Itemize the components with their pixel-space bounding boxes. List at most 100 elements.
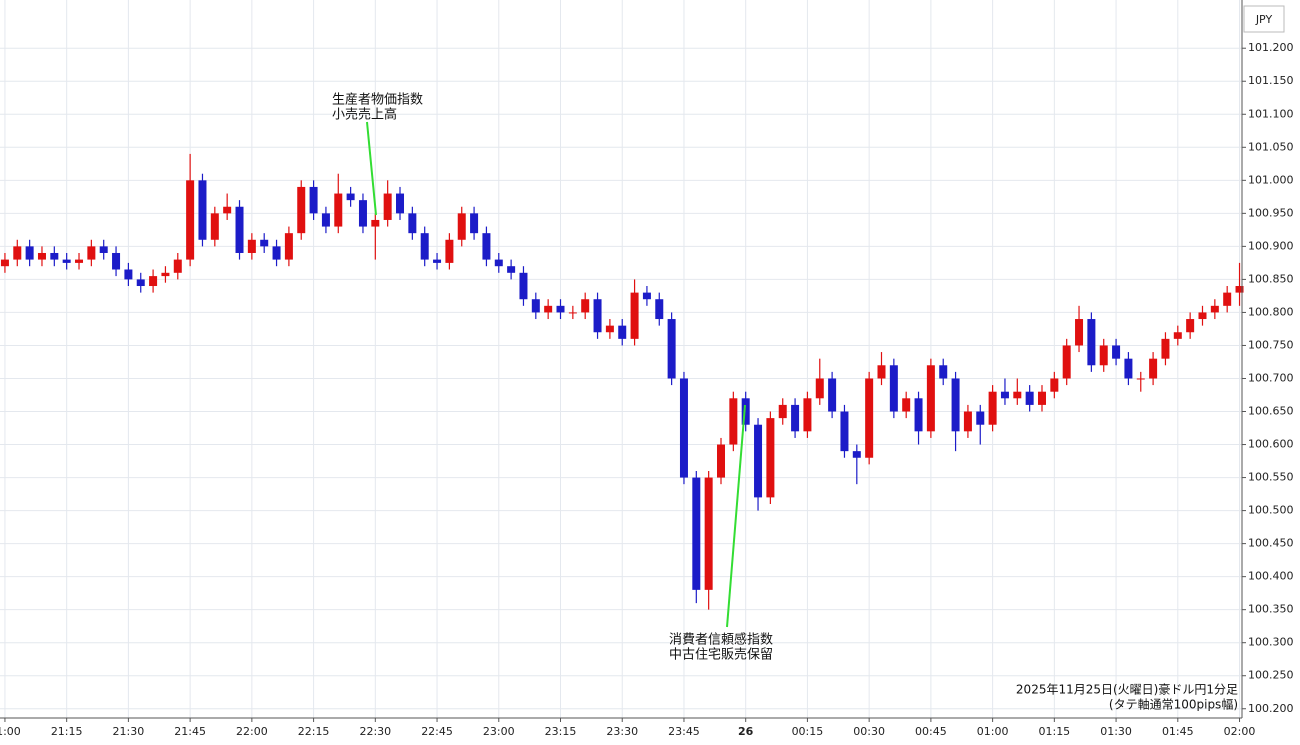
annotation-pointer bbox=[726, 404, 746, 628]
candle-body bbox=[581, 299, 590, 313]
candle-body bbox=[902, 398, 911, 412]
x-tick-label: 23:15 bbox=[545, 725, 577, 738]
candle-body bbox=[149, 276, 158, 287]
candle-body bbox=[791, 404, 800, 432]
candle-body bbox=[556, 305, 565, 313]
candle-body bbox=[247, 239, 256, 253]
candle-body bbox=[494, 259, 503, 267]
candle-body bbox=[1186, 319, 1195, 333]
candle-body bbox=[346, 193, 355, 201]
candle-body bbox=[75, 259, 84, 263]
y-tick-label: 100.200 bbox=[1248, 702, 1294, 715]
candle-body bbox=[99, 246, 108, 253]
candle-body bbox=[1173, 332, 1182, 339]
y-tick-label: 100.800 bbox=[1248, 305, 1294, 318]
chart-note: 2025年11月25日(火曜日)豪ドル円1分足 bbox=[1016, 682, 1238, 697]
candle-body bbox=[593, 299, 602, 333]
y-tick-label: 101.100 bbox=[1248, 107, 1294, 120]
y-tick-label: 100.350 bbox=[1248, 603, 1294, 616]
candle-body bbox=[1149, 358, 1158, 379]
candle-body bbox=[840, 411, 849, 452]
candle-body bbox=[235, 206, 244, 253]
candle-body bbox=[778, 404, 787, 419]
candle-body bbox=[1000, 391, 1009, 399]
candle-body bbox=[1210, 305, 1219, 313]
candle-body bbox=[161, 272, 170, 277]
candle-body bbox=[939, 365, 948, 379]
candle-body bbox=[667, 319, 676, 379]
annotation-pointer bbox=[366, 121, 377, 216]
grid bbox=[0, 0, 1246, 722]
candle-body bbox=[1223, 292, 1232, 306]
x-tick-label: 21:15 bbox=[51, 725, 83, 738]
candles bbox=[0, 153, 1244, 610]
candle-body bbox=[0, 259, 9, 267]
candle-body bbox=[284, 233, 293, 260]
candle-body bbox=[1050, 378, 1059, 392]
candle-body bbox=[457, 213, 466, 240]
candle-body bbox=[741, 398, 750, 425]
candle-body bbox=[470, 213, 479, 234]
x-tick-label: 00:30 bbox=[853, 725, 885, 738]
candle-body bbox=[568, 312, 577, 314]
candle-body bbox=[951, 378, 960, 432]
y-tick-label: 100.600 bbox=[1248, 438, 1294, 451]
candle-body bbox=[988, 391, 997, 425]
candle-body bbox=[1198, 312, 1207, 320]
candle-body bbox=[1025, 391, 1034, 405]
candle-body bbox=[1075, 319, 1084, 346]
candle-body bbox=[25, 246, 34, 260]
candle-body bbox=[198, 180, 207, 240]
candle-body bbox=[173, 259, 182, 273]
y-tick-label: 100.450 bbox=[1248, 537, 1294, 550]
y-tick-label: 100.550 bbox=[1248, 471, 1294, 484]
chart-note: (タテ軸通常100pips幅) bbox=[1109, 697, 1238, 712]
candle-body bbox=[531, 299, 540, 313]
candle-body bbox=[828, 378, 837, 412]
x-tick-label: 01:30 bbox=[1100, 725, 1132, 738]
candle-body bbox=[321, 213, 330, 227]
x-tick-label: 22:00 bbox=[236, 725, 268, 738]
candle-body bbox=[1124, 358, 1133, 379]
x-tick-label: 00:45 bbox=[915, 725, 947, 738]
candle-body bbox=[297, 186, 306, 234]
candle-body bbox=[420, 233, 429, 260]
candle-body bbox=[50, 252, 59, 260]
y-tick-label: 101.000 bbox=[1248, 173, 1294, 186]
candle-body bbox=[914, 398, 923, 432]
candle-body bbox=[889, 365, 898, 412]
candle-body bbox=[383, 193, 392, 220]
x-tick-label: 01:15 bbox=[1038, 725, 1070, 738]
x-tick-label: 23:30 bbox=[606, 725, 638, 738]
x-tick-label: 22:45 bbox=[421, 725, 453, 738]
candle-body bbox=[272, 246, 281, 260]
candle-body bbox=[210, 213, 219, 240]
y-tick-label: 100.300 bbox=[1248, 636, 1294, 649]
annotation-text: 生産者物価指数 bbox=[332, 92, 423, 108]
candle-body bbox=[803, 398, 812, 432]
candle-body bbox=[186, 180, 195, 260]
candle-body bbox=[507, 266, 516, 273]
x-tick-label: 23:00 bbox=[483, 725, 515, 738]
candle-body bbox=[112, 252, 121, 270]
candle-body bbox=[976, 411, 985, 425]
candle-body bbox=[642, 292, 651, 300]
currency-label: JPY bbox=[1255, 13, 1273, 26]
x-tick-label: 21:30 bbox=[113, 725, 145, 738]
y-tick-label: 100.650 bbox=[1248, 405, 1294, 418]
currency-box bbox=[1243, 5, 1285, 33]
candle-body bbox=[1161, 338, 1170, 359]
x-tick-label: 22:15 bbox=[298, 725, 330, 738]
x-tick-label: 01:45 bbox=[1162, 725, 1194, 738]
candle-body bbox=[865, 378, 874, 458]
candle-body bbox=[408, 213, 417, 234]
candle-body bbox=[1235, 286, 1244, 293]
candle-body bbox=[1062, 345, 1071, 379]
candle-body bbox=[926, 365, 935, 432]
candle-body bbox=[717, 444, 726, 478]
y-tick-label: 100.950 bbox=[1248, 206, 1294, 219]
candle-body bbox=[618, 325, 627, 339]
y-tick-label: 100.750 bbox=[1248, 338, 1294, 351]
candle-body bbox=[124, 269, 133, 280]
